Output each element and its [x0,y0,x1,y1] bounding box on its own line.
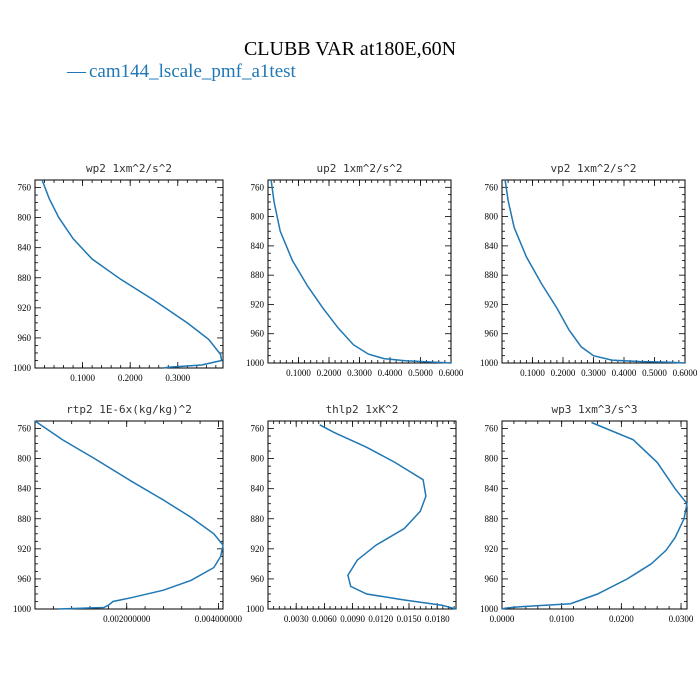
y-tick-label: 960 [251,574,265,584]
x-tick-label: 0.1000 [520,368,545,378]
y-tick-label: 960 [251,329,265,339]
y-tick-label: 920 [251,544,265,554]
y-tick-label: 880 [18,273,32,283]
panel-title: wp3 1xm^3/s^3 [551,403,637,416]
x-tick-label: 0.0000 [490,614,515,624]
y-tick-label: 760 [485,424,499,434]
x-tick-label: 0.1000 [286,368,311,378]
y-tick-label: 920 [485,544,499,554]
panel-frame [267,179,452,364]
x-tick-label: 0.0150 [397,614,422,624]
panel-2: up2 1xm^2/s^2 760 800 840 880 920 960 1000 0.100… [246,162,464,378]
y-tick-label: 800 [18,213,32,223]
x-tick-label: 0.6000 [439,368,464,378]
x-tick-label: 0.5000 [408,368,433,378]
x-tick-label: 0.2000 [118,373,143,383]
y-tick-label: 960 [18,574,32,584]
y-tick-label: 960 [485,574,499,584]
panel-title: up2 1xm^2/s^2 [316,162,402,175]
y-tick-label: 960 [485,329,499,339]
panel-title: vp2 1xm^2/s^2 [550,162,636,175]
series-line [319,424,457,610]
y-tick-label: 1000 [246,604,265,614]
y-tick-label: 800 [18,454,32,464]
panel-title: wp2 1xm^2/s^2 [86,162,172,175]
series-line [270,179,452,364]
x-tick-label: 0.3000 [165,373,190,383]
panel-frame [34,420,224,610]
y-tick-label: 800 [485,454,499,464]
panel-6: wp3 1xm^3/s^3 760 800 840 880 920 960 10000.000… [480,403,694,624]
legend-marker: — [66,61,87,82]
y-tick-label: 760 [18,183,32,193]
panels-grid: wp2 1xm^2/s^2 760 800 840 880 920 960 1000 0.100… [13,162,698,624]
y-tick-label: 1000 [13,363,32,373]
panel-1: wp2 1xm^2/s^2 760 800 840 880 920 960 1000 0.100… [13,162,224,383]
x-tick-label: 0.4000 [378,368,403,378]
panel-frame [34,179,224,369]
y-tick-label: 760 [485,182,499,192]
panel-3: vp2 1xm^2/s^2 760 800 840 880 920 960 1000 0.100… [480,162,698,378]
y-tick-label: 840 [18,243,32,253]
x-tick-label: 0.0200 [609,614,634,624]
panel-title: thlp2 1xK^2 [326,403,399,416]
y-tick-label: 1000 [480,604,499,614]
series-line [501,421,688,610]
series-line [34,420,224,610]
y-tick-label: 800 [251,212,265,222]
x-tick-label: 0.004000000 [195,614,243,624]
y-tick-label: 920 [485,299,499,309]
y-tick-label: 960 [18,333,32,343]
y-tick-label: 840 [251,484,265,494]
x-tick-label: 0.6000 [673,368,698,378]
y-tick-label: 880 [251,514,265,524]
y-tick-label: 1000 [480,358,499,368]
panel-4: rtp2 1E-6x(kg/kg)^2 760 800 840 880 920 960 100… [13,403,243,624]
series-line [41,179,223,369]
x-tick-label: 0.0300 [669,614,694,624]
y-tick-label: 1000 [13,604,32,614]
panel-frame [267,420,457,610]
series-line [504,179,686,364]
x-tick-label: 0.0180 [425,614,450,624]
x-tick-label: 0.0100 [549,614,574,624]
y-tick-label: 840 [251,241,265,251]
y-tick-label: 840 [485,241,499,251]
x-tick-label: 0.3000 [581,368,606,378]
x-tick-label: 0.002000000 [103,614,151,624]
x-tick-label: 0.0120 [368,614,393,624]
x-tick-label: 0.0030 [284,614,309,624]
y-tick-label: 800 [251,454,265,464]
y-tick-label: 760 [18,424,32,434]
x-tick-label: 0.3000 [347,368,372,378]
legend: — cam144_lscale_pmf_a1test [66,61,297,82]
y-tick-label: 880 [485,514,499,524]
y-tick-label: 760 [251,182,265,192]
y-tick-label: 920 [18,303,32,313]
y-tick-label: 840 [18,484,32,494]
figure-title: CLUBB VAR at180E,60N [244,38,456,60]
x-tick-label: 0.5000 [642,368,667,378]
y-tick-label: 880 [251,270,265,280]
x-tick-label: 0.2000 [551,368,576,378]
panel-frame [501,420,688,610]
legend-label: cam144_lscale_pmf_a1test [89,61,297,82]
x-tick-label: 0.2000 [317,368,342,378]
x-tick-label: 0.4000 [612,368,637,378]
x-tick-label: 0.1000 [70,373,95,383]
panel-title: rtp2 1E-6x(kg/kg)^2 [66,403,192,416]
y-tick-label: 760 [251,424,265,434]
y-tick-label: 1000 [246,358,265,368]
y-tick-label: 880 [18,514,32,524]
y-tick-label: 920 [251,299,265,309]
y-tick-label: 840 [485,484,499,494]
y-tick-label: 920 [18,544,32,554]
panel-frame [501,179,686,364]
y-tick-label: 800 [485,212,499,222]
x-tick-label: 0.0060 [312,614,337,624]
y-tick-label: 880 [485,270,499,280]
x-tick-label: 0.0090 [340,614,365,624]
